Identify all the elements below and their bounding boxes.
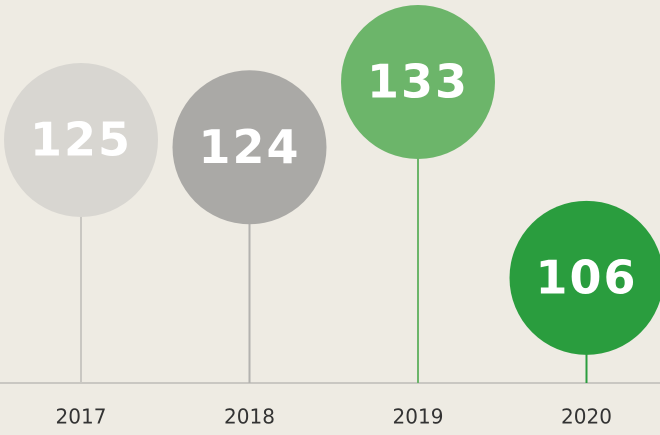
bubble (4, 62, 158, 217)
bubble (509, 200, 660, 355)
x-tick-label: 2017 (56, 405, 107, 429)
value-label: 125 (30, 112, 132, 166)
bubble (341, 4, 495, 159)
x-tick-label: 2020 (561, 405, 612, 429)
x-tick-label: 2019 (393, 405, 444, 429)
value-label: 106 (535, 250, 637, 304)
value-label: 133 (367, 54, 469, 108)
bubble (172, 70, 327, 225)
x-tick-label: 2018 (224, 405, 275, 429)
value-label: 124 (198, 120, 300, 174)
